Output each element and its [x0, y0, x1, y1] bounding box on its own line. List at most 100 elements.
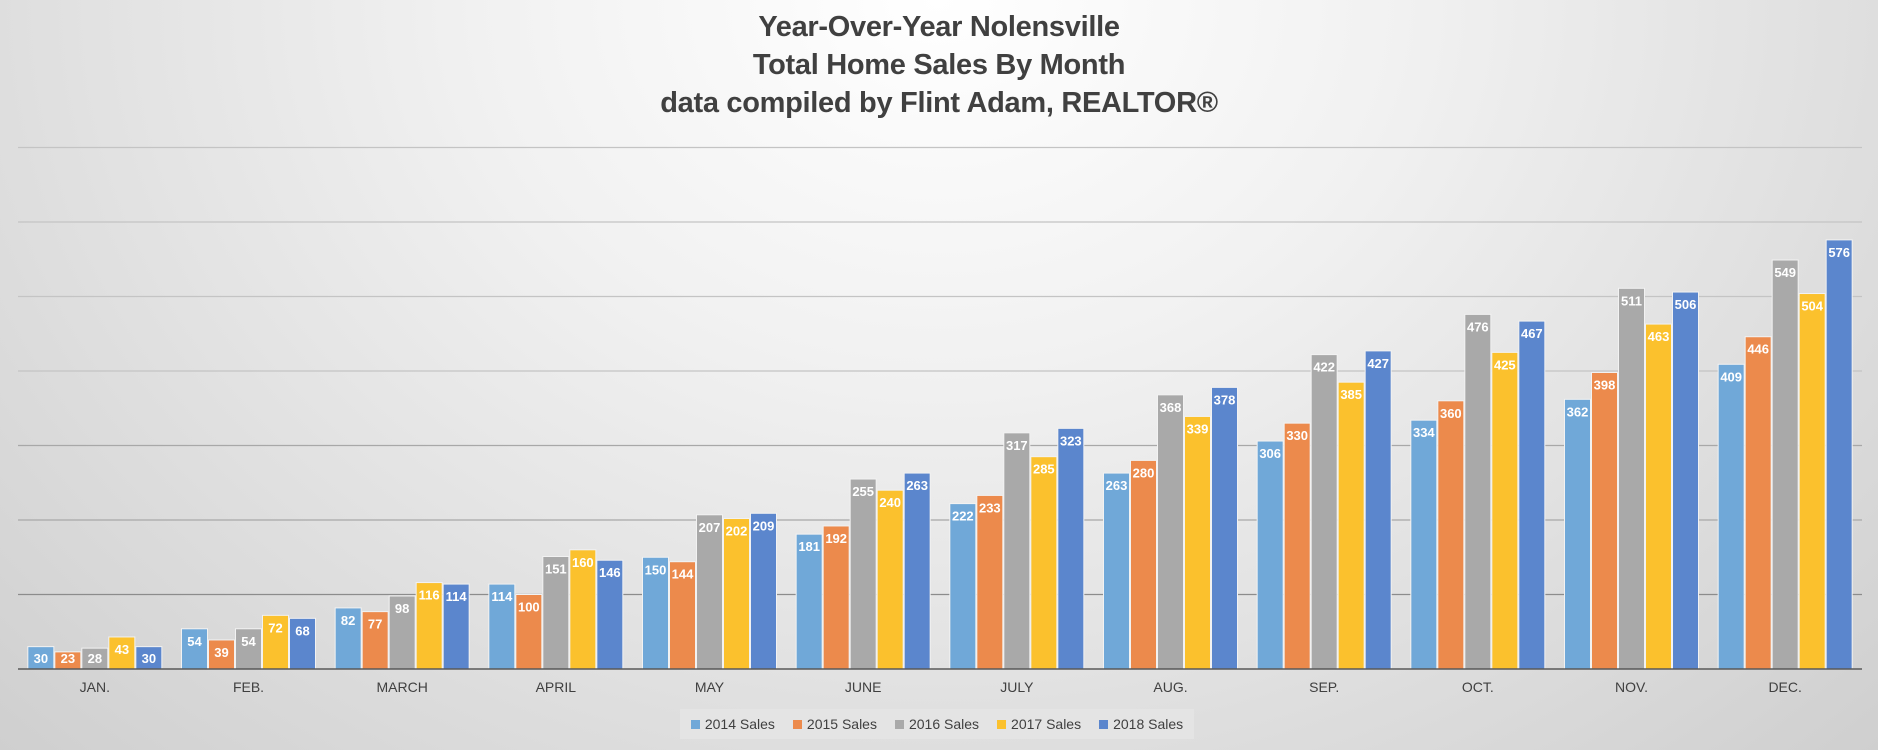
data-label: 240: [879, 495, 901, 510]
data-label: 285: [1033, 462, 1055, 477]
legend-swatch: [792, 719, 802, 729]
x-tick-label: OCT.: [1462, 679, 1494, 695]
bar-2016-sales-oct: [1464, 313, 1492, 670]
bar-2017-sales-may: [723, 518, 750, 670]
data-label: 334: [1413, 425, 1435, 440]
bar-2017-sales-nov: [1645, 323, 1672, 670]
bar-2014-sales-sep: [1256, 440, 1284, 670]
data-label: 151: [545, 562, 567, 577]
data-label: 476: [1467, 319, 1489, 334]
bar-2015-sales-july: [976, 494, 1004, 670]
data-label: 28: [88, 651, 102, 666]
bar-2017-sales-sep: [1337, 381, 1365, 670]
bar-2016-sales-aug: [1157, 394, 1184, 670]
bar-2017-sales-oct: [1491, 351, 1519, 670]
data-label: 30: [142, 651, 156, 666]
bar-2015-sales-aug: [1130, 459, 1157, 670]
bar-2016-sales-june: [849, 478, 877, 670]
data-label: 385: [1340, 387, 1362, 402]
data-label: 398: [1594, 377, 1616, 392]
bar-2018-sales-aug: [1211, 386, 1238, 670]
legend-item: 2016 Sales: [894, 716, 980, 732]
data-label: 192: [825, 531, 847, 546]
data-label: 146: [599, 565, 621, 580]
title-line-1: Year-Over-Year Nolensville: [758, 11, 1120, 43]
data-label: 339: [1187, 421, 1209, 436]
data-label: 255: [852, 484, 874, 499]
legend-item: 2015 Sales: [792, 716, 877, 732]
data-label: 68: [295, 623, 309, 638]
bar-2017-sales-dec: [1798, 293, 1826, 670]
bar-2015-sales-june: [822, 525, 850, 670]
data-label: 263: [1106, 478, 1128, 493]
bar-2017-sales-july: [1030, 456, 1058, 670]
bar-2018-sales-april: [596, 559, 624, 670]
bars: 30 23 28 43 30 JAN. 54 39 54 72 68 FEB. 82 77 98 116 114…: [27, 239, 1853, 695]
data-label: 422: [1313, 360, 1335, 375]
legend-label: 2014 Sales: [704, 716, 775, 732]
bar-2014-sales-july: [949, 503, 977, 670]
legend-label: 2016 Sales: [908, 716, 980, 732]
data-label: 114: [491, 589, 513, 604]
data-label: 368: [1160, 400, 1182, 415]
legend-swatch: [997, 719, 1007, 729]
data-label: 506: [1675, 297, 1697, 312]
x-tick-label: SEP.: [1309, 679, 1339, 695]
data-label: 511: [1621, 293, 1642, 308]
bar-2016-sales-sep: [1310, 354, 1338, 670]
data-label: 576: [1828, 245, 1850, 260]
data-label: 98: [395, 601, 409, 616]
data-label: 43: [115, 642, 129, 657]
data-label: 504: [1801, 299, 1823, 314]
bar-2018-sales-dec: [1825, 239, 1853, 670]
bar-2015-sales-march: [361, 611, 389, 670]
bar-2016-sales-july: [1003, 432, 1031, 670]
data-label: 427: [1367, 356, 1389, 371]
x-tick-label: FEB.: [233, 679, 264, 695]
legend-swatch: [690, 719, 700, 729]
legend-swatch: [894, 719, 904, 729]
bar-2015-sales-sep: [1283, 422, 1311, 670]
bar-2014-sales-april: [488, 583, 516, 670]
bar-2018-sales-oct: [1518, 320, 1546, 670]
bar-2018-sales-sep: [1364, 350, 1392, 670]
data-label: 150: [645, 562, 667, 577]
data-label: 144: [672, 567, 694, 582]
data-label: 54: [241, 634, 256, 649]
bar-2014-sales-oct: [1410, 419, 1438, 670]
data-label: 306: [1259, 446, 1281, 461]
gridlines: [18, 146, 1862, 596]
data-label: 54: [187, 634, 202, 649]
data-label: 222: [952, 509, 974, 524]
legend-item: 2014 Sales: [690, 716, 775, 732]
data-label: 116: [419, 588, 440, 603]
x-tick-label: JAN.: [80, 679, 110, 695]
data-label: 72: [268, 620, 282, 635]
bar-2015-sales-oct: [1437, 400, 1465, 670]
data-label: 202: [726, 524, 748, 539]
legend-item: 2017 Sales: [997, 716, 1081, 732]
bar-2014-sales-march: [334, 607, 362, 670]
legend-swatch: [1099, 719, 1109, 729]
bar-2018-sales-nov: [1672, 291, 1699, 670]
data-label: 181: [798, 539, 820, 554]
bar-2018-sales-march: [442, 583, 470, 670]
data-label: 360: [1440, 406, 1462, 421]
bar-2016-sales-nov: [1618, 287, 1645, 670]
legend-item: 2018 Sales: [1099, 716, 1183, 732]
x-tick-label: JULY: [1000, 679, 1034, 695]
bar-2015-sales-dec: [1744, 336, 1772, 670]
data-label: 82: [341, 613, 355, 628]
x-tick-label: MARCH: [376, 679, 427, 695]
data-label: 207: [699, 520, 721, 535]
x-tick-label: MAY: [695, 679, 725, 695]
chart-title: Year-Over-Year Nolensville Total Home Sa…: [0, 8, 1878, 122]
bar-2016-sales-march: [388, 595, 416, 670]
bar-2018-sales-july: [1057, 427, 1085, 670]
bar-2018-sales-june: [903, 472, 931, 670]
bar-2017-sales-aug: [1184, 415, 1211, 670]
data-label: 233: [979, 500, 1001, 515]
data-label: 114: [446, 589, 468, 604]
data-label: 362: [1567, 404, 1589, 419]
